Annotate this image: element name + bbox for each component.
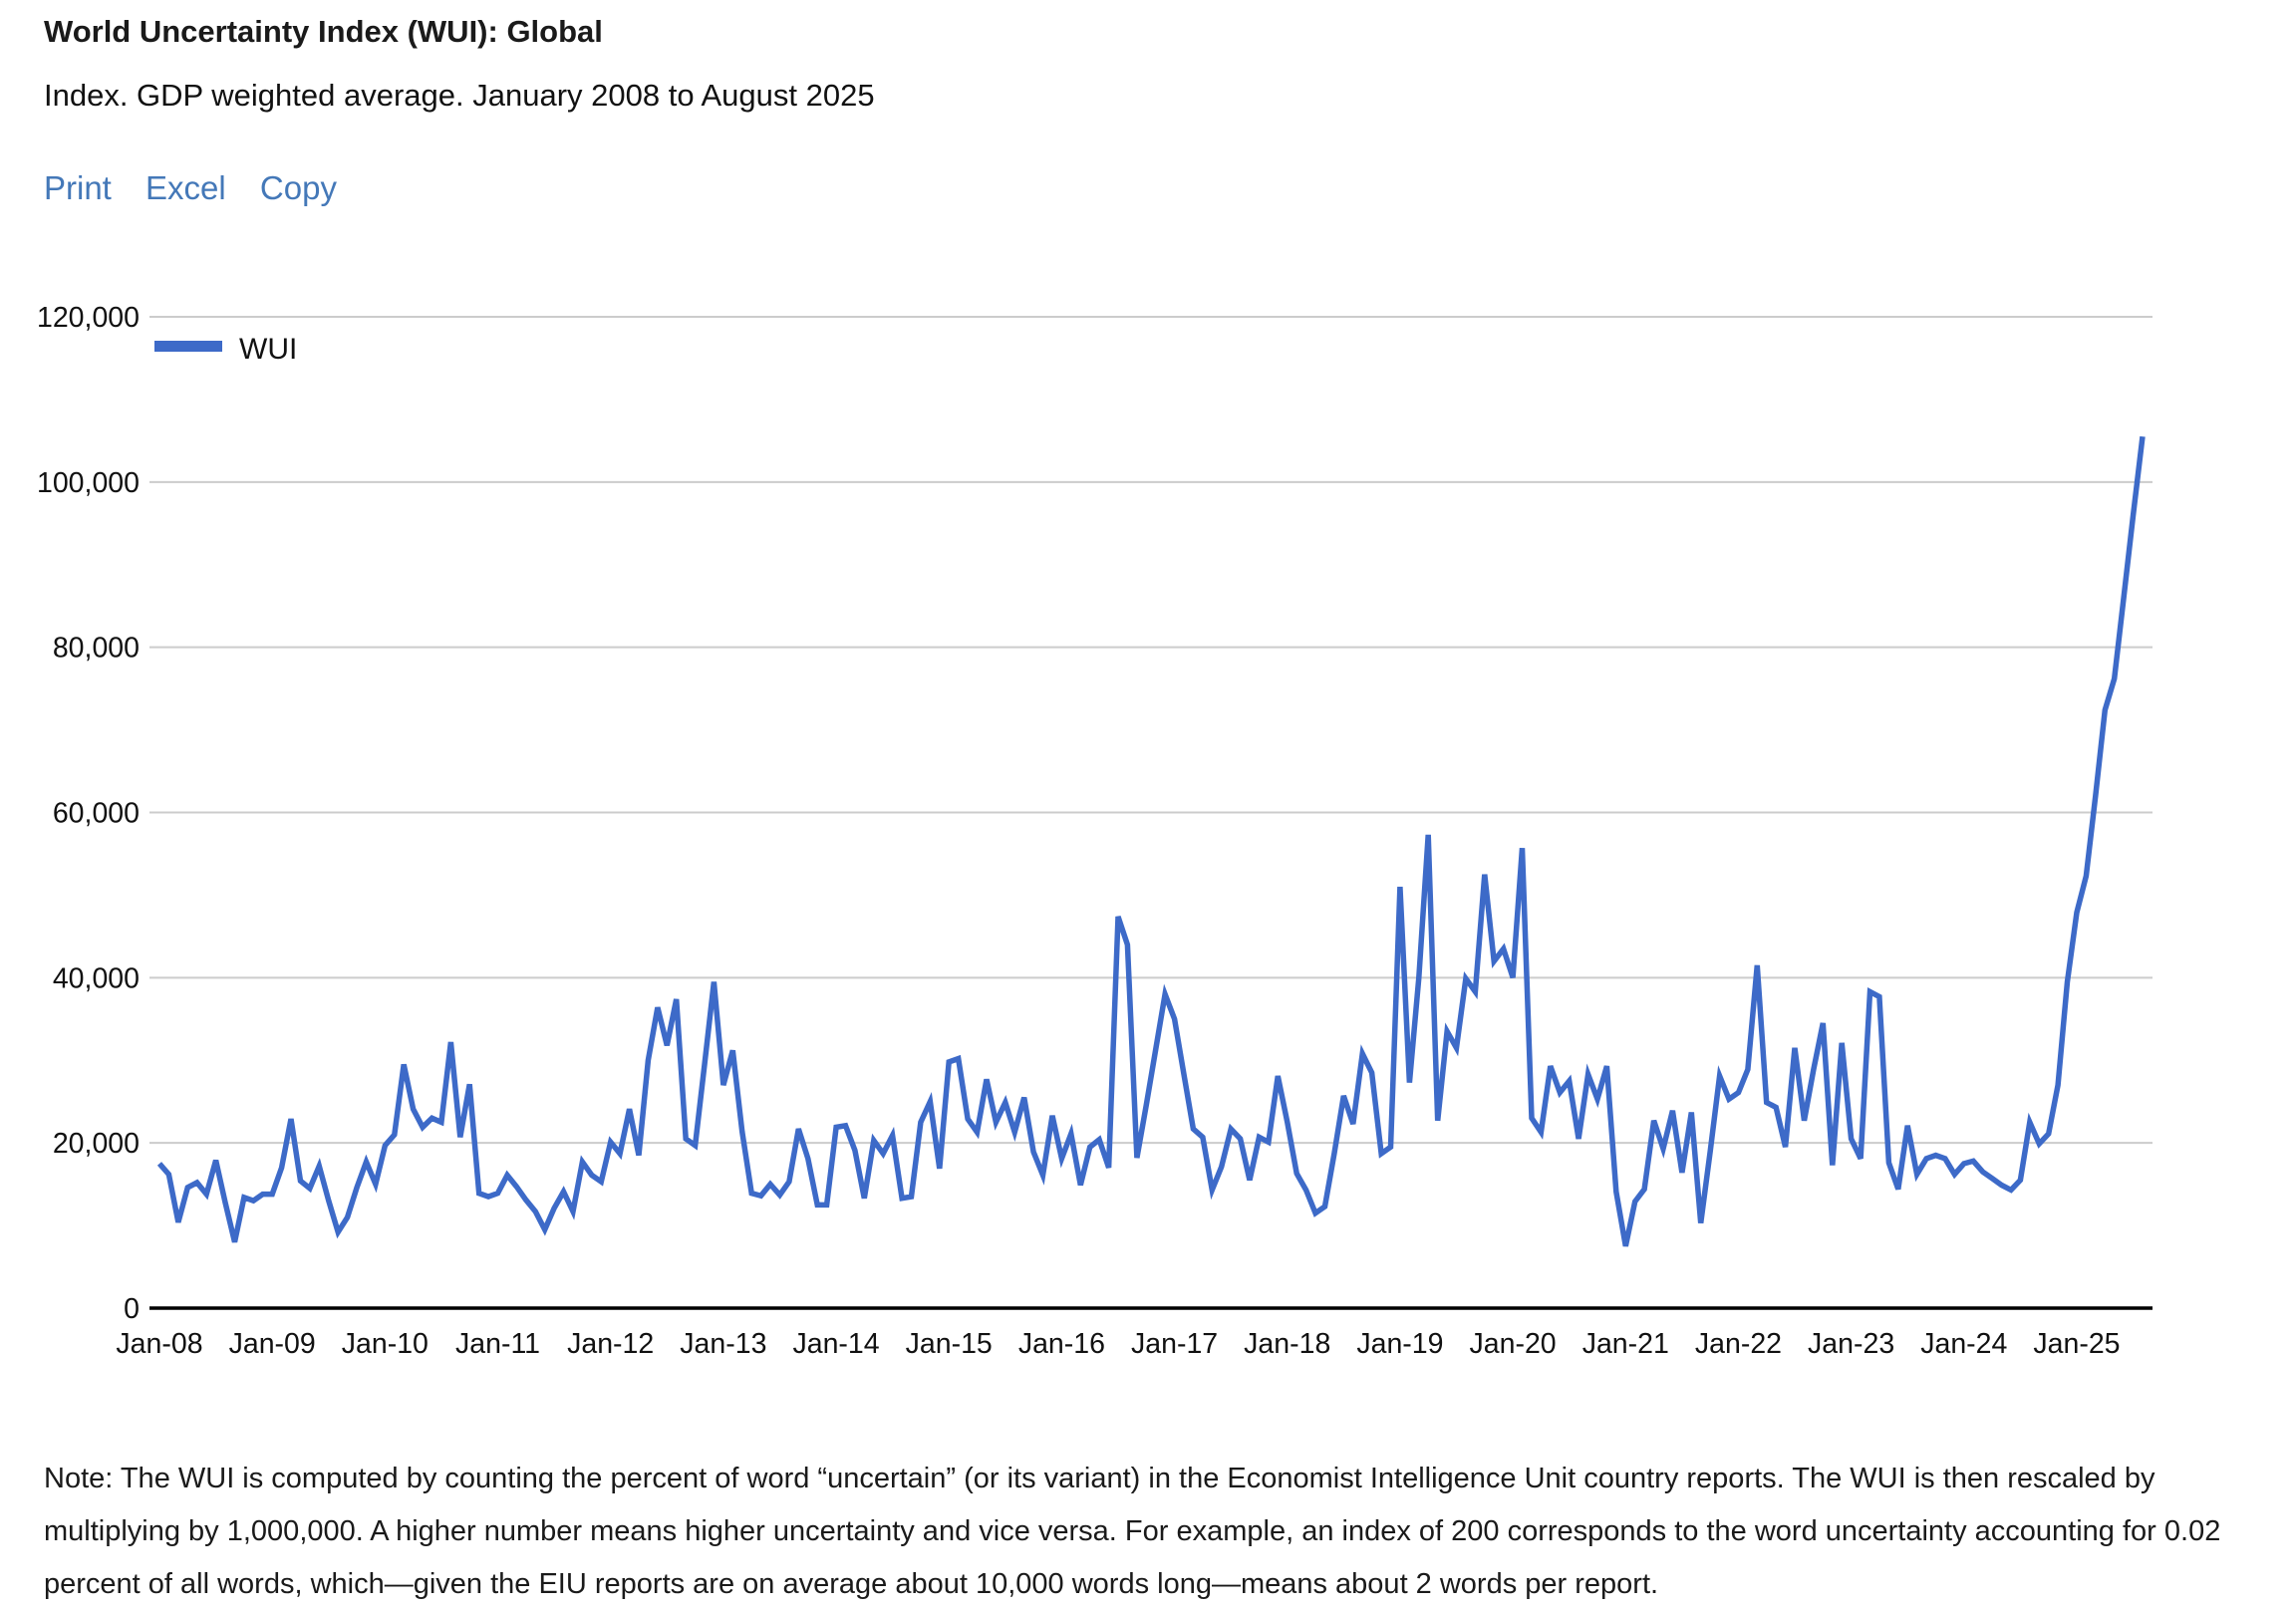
print-link[interactable]: Print [44,169,112,206]
chart-footnote: Note: The WUI is computed by counting th… [44,1463,2221,1600]
x-axis-tick-label: Jan-08 [116,1328,202,1360]
x-axis-tick-label: Jan-18 [1244,1328,1330,1360]
legend-label[interactable]: WUI [239,333,297,366]
x-axis-tick-label: Jan-24 [1920,1328,2007,1360]
x-axis-tick-label: Jan-22 [1695,1328,1782,1360]
excel-link[interactable]: Excel [145,169,226,206]
x-axis-tick-label: Jan-23 [1808,1328,1894,1360]
y-axis-tick-label: 120,000 [37,302,140,334]
x-axis-tick-label: Jan-10 [342,1328,429,1360]
x-axis-tick-label: Jan-16 [1018,1328,1105,1360]
page-subtitle: Index. GDP weighted average. January 200… [44,78,875,113]
x-axis-tick-label: Jan-09 [229,1328,316,1360]
x-axis-tick-label: Jan-21 [1582,1328,1669,1360]
wui-series-line [156,435,2146,1247]
copy-link[interactable]: Copy [259,169,337,206]
y-axis-tick-label: 20,000 [53,1128,140,1160]
x-axis-tick-label: Jan-20 [1470,1328,1557,1360]
y-axis-tick-label: 0 [124,1293,140,1325]
page-title: World Uncertainty Index (WUI): Global [44,14,603,49]
chart-toolbar: Print Excel Copy [44,169,362,207]
legend-swatch [154,341,222,352]
x-axis-tick-label: Jan-13 [680,1328,766,1360]
x-axis-tick-label: Jan-15 [906,1328,993,1360]
x-axis-tick-label: Jan-25 [2033,1328,2120,1360]
y-axis-tick-label: 40,000 [53,962,140,994]
x-axis-tick-label: Jan-11 [455,1328,540,1360]
x-axis-tick-label: Jan-14 [792,1328,879,1360]
x-axis-tick-label: Jan-17 [1131,1328,1218,1360]
x-axis-tick-label: Jan-12 [567,1328,654,1360]
x-axis-tick-label: Jan-19 [1356,1328,1443,1360]
y-axis-tick-label: 100,000 [37,467,140,499]
y-axis-tick-label: 60,000 [53,798,140,830]
y-axis-tick-label: 80,000 [53,633,140,665]
